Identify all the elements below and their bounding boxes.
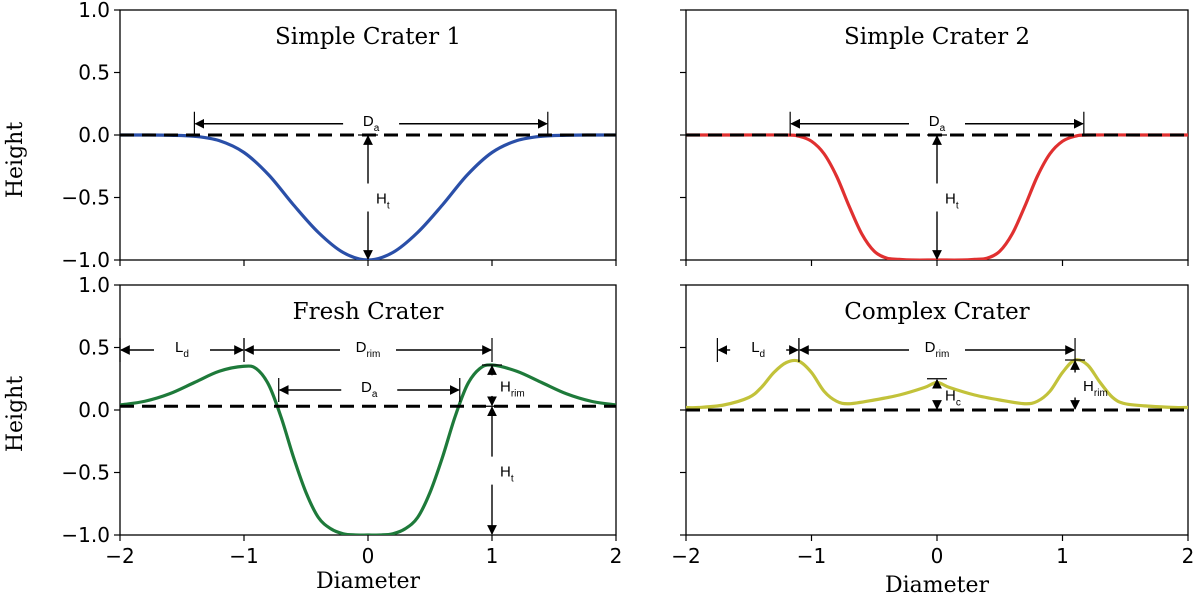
y-tick-label: 0.5 bbox=[78, 336, 110, 360]
y-tick-label: 1.0 bbox=[78, 273, 110, 297]
x-axis-label-right: Diameter bbox=[885, 573, 990, 598]
x-tick-label: 0 bbox=[362, 544, 375, 568]
annotation-hc: Hc bbox=[945, 387, 961, 408]
panel-complex-crater: −2 −1 0 1 2 Ld Drim Hc Hrim Complex Crater bbox=[671, 284, 1195, 568]
y-tick-label: −0.5 bbox=[61, 461, 110, 485]
panel-title: Fresh Crater bbox=[293, 299, 444, 325]
panel-title: Simple Crater 1 bbox=[275, 24, 461, 50]
annotation-drim: Drim bbox=[925, 339, 950, 360]
x-tick-label: 0 bbox=[931, 544, 944, 568]
annotation-ld: Ld bbox=[175, 339, 189, 360]
annotation-ht: Ht bbox=[376, 191, 390, 212]
y-tick-label: 1.0 bbox=[78, 0, 110, 22]
x-tick-label: 2 bbox=[1182, 544, 1195, 568]
y-axis-label-top: Height bbox=[3, 122, 28, 198]
y-tick-label: −0.5 bbox=[61, 186, 110, 210]
y-tick-label: −1.0 bbox=[61, 523, 110, 547]
x-tick-label: 1 bbox=[1056, 544, 1069, 568]
x-tick-label: −2 bbox=[671, 544, 700, 568]
panel-fresh-crater: −1.0 −0.5 0.0 0.5 1.0 −2 −1 0 1 2 Ld Drim Da Hrim Ht Fr… bbox=[61, 273, 622, 568]
y-tick-label: 0.0 bbox=[78, 398, 110, 422]
annotation-hrim: Hrim bbox=[1083, 378, 1108, 399]
annotation-da: Da bbox=[929, 113, 946, 134]
y-tick-label: 0.0 bbox=[78, 123, 110, 147]
x-tick-label: −1 bbox=[229, 544, 258, 568]
x-tick-label: −1 bbox=[797, 544, 826, 568]
panel-title: Complex Crater bbox=[844, 299, 1029, 325]
annotation-drim: Drim bbox=[356, 339, 381, 360]
annotation-da: Da bbox=[361, 379, 378, 400]
y-axis-label-bottom: Height bbox=[3, 376, 28, 452]
y-tick-label: 0.5 bbox=[78, 61, 110, 85]
series-line bbox=[686, 133, 1188, 260]
annotation-ld: Ld bbox=[751, 339, 765, 360]
y-tick-label: −1.0 bbox=[61, 248, 110, 272]
x-tick-label: 2 bbox=[610, 544, 623, 568]
annotation-da: Da bbox=[363, 113, 380, 134]
annotation-ht: Ht bbox=[500, 464, 514, 485]
annotation-hrim: Hrim bbox=[500, 379, 525, 400]
panel-simple-crater-2: Da Ht Simple Crater 2 bbox=[680, 9, 1189, 266]
panel-simple-crater-1: −1.0 −0.5 0.0 0.5 1.0 Da Ht Simple Crater 1 bbox=[61, 0, 617, 272]
x-tick-label: 1 bbox=[486, 544, 499, 568]
annotation-ht: Ht bbox=[945, 191, 959, 212]
x-tick-label: −2 bbox=[105, 544, 134, 568]
x-axis-label-left: Diameter bbox=[316, 569, 421, 594]
panel-title: Simple Crater 2 bbox=[844, 24, 1030, 50]
series-line bbox=[120, 133, 616, 260]
